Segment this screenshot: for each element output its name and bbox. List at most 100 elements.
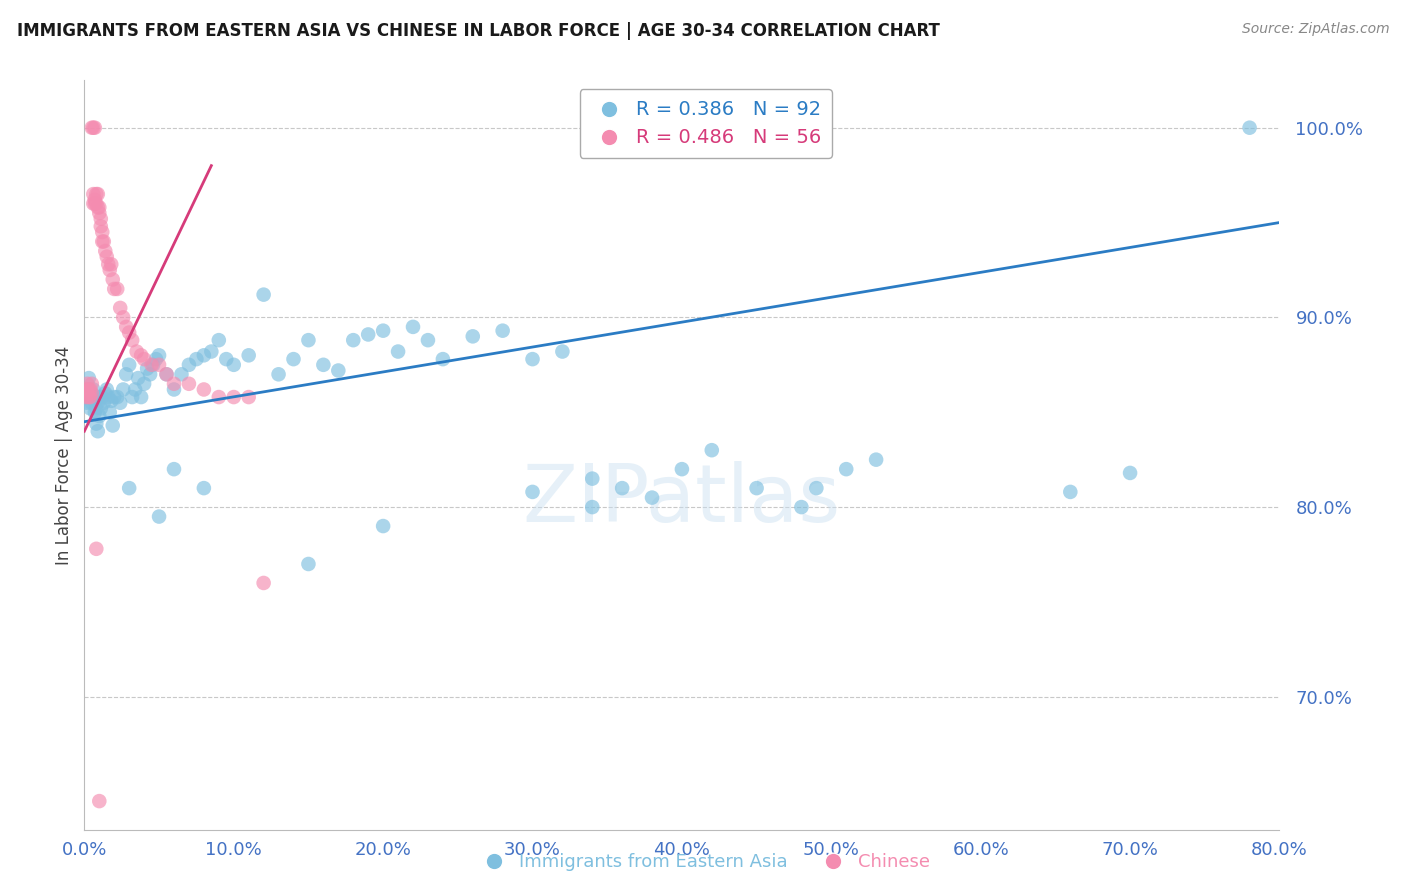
Point	[110, 301, 132, 315]
Point	[136, 361, 159, 376]
Point	[193, 348, 215, 362]
Point	[91, 225, 114, 239]
Point	[200, 344, 222, 359]
Text: ZIPatlas: ZIPatlas	[523, 461, 841, 539]
Point	[132, 376, 156, 391]
Point	[155, 368, 177, 382]
Point	[79, 390, 101, 404]
Point	[186, 352, 208, 367]
Point	[806, 481, 828, 495]
Point	[83, 193, 105, 207]
Point	[87, 187, 110, 202]
Text: IMMIGRANTS FROM EASTERN ASIA VS CHINESE IN LABOR FORCE | AGE 30-34 CORRELATION C: IMMIGRANTS FROM EASTERN ASIA VS CHINESE …	[17, 22, 939, 40]
Point	[118, 326, 141, 340]
Point	[121, 390, 143, 404]
Point	[142, 358, 165, 372]
Point	[77, 383, 100, 397]
Point	[93, 396, 115, 410]
Point	[101, 272, 124, 286]
Point	[115, 319, 138, 334]
Point	[82, 196, 104, 211]
Point	[139, 368, 162, 382]
Point	[87, 424, 110, 438]
Point	[93, 235, 115, 249]
Point	[89, 200, 111, 214]
Point	[77, 390, 100, 404]
Point	[90, 211, 112, 226]
Point	[98, 263, 121, 277]
Point	[215, 352, 238, 367]
Point	[148, 348, 170, 362]
Point	[115, 368, 138, 382]
Point	[193, 383, 215, 397]
Point	[612, 481, 634, 495]
Point	[402, 319, 425, 334]
Point	[267, 368, 290, 382]
Point	[83, 196, 105, 211]
Point	[129, 390, 152, 404]
Point	[83, 120, 105, 135]
Point	[132, 352, 156, 367]
Point	[193, 481, 215, 495]
Point	[283, 352, 305, 367]
Point	[77, 371, 100, 385]
Point	[342, 333, 364, 347]
Point	[416, 333, 439, 347]
Point	[87, 200, 110, 214]
Point	[96, 250, 118, 264]
Point	[101, 418, 124, 433]
Point	[96, 383, 118, 397]
Point	[238, 390, 260, 404]
Legend: R = 0.386   N = 92, R = 0.486   N = 56: R = 0.386 N = 92, R = 0.486 N = 56	[579, 89, 832, 158]
Point	[163, 383, 186, 397]
Point	[238, 348, 260, 362]
Point	[82, 390, 104, 404]
Point	[75, 383, 97, 397]
Point	[87, 396, 110, 410]
Point	[700, 443, 723, 458]
Point	[432, 352, 454, 367]
Point	[373, 324, 395, 338]
Point	[86, 187, 108, 202]
Point	[551, 344, 574, 359]
Point	[80, 396, 103, 410]
Point	[170, 368, 193, 382]
Point	[118, 481, 141, 495]
Point	[80, 376, 103, 391]
Point	[129, 348, 152, 362]
Point	[89, 390, 111, 404]
Point	[97, 257, 120, 271]
Point	[82, 120, 104, 135]
Point	[97, 390, 120, 404]
Point	[208, 333, 231, 347]
Point	[253, 287, 276, 301]
Point	[90, 401, 112, 416]
Point	[112, 383, 135, 397]
Point	[91, 390, 114, 404]
Point	[312, 358, 335, 372]
Point	[75, 390, 97, 404]
Text: Source: ZipAtlas.com: Source: ZipAtlas.com	[1241, 22, 1389, 37]
Point	[79, 401, 101, 416]
Point	[208, 390, 231, 404]
Point	[86, 196, 108, 211]
Point	[98, 405, 121, 419]
Point	[581, 472, 603, 486]
Point	[86, 401, 108, 416]
Point	[100, 393, 122, 408]
Point	[76, 386, 98, 401]
Point	[83, 393, 105, 408]
Point	[89, 794, 111, 808]
Point	[118, 358, 141, 372]
Point	[522, 352, 544, 367]
Point	[76, 396, 98, 410]
Point	[89, 409, 111, 423]
Point	[124, 383, 146, 397]
Point	[641, 491, 664, 505]
Point	[127, 371, 149, 385]
Point	[790, 500, 813, 514]
Point	[100, 257, 122, 271]
Point	[835, 462, 858, 476]
Point	[79, 390, 101, 404]
Point	[163, 462, 186, 476]
